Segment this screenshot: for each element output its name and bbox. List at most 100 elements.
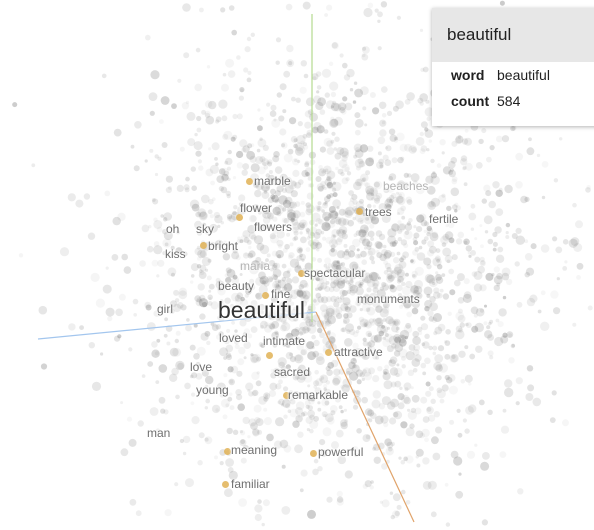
embedding-point[interactable] (338, 405, 343, 410)
embedding-point[interactable] (204, 110, 211, 117)
embedding-point[interactable] (411, 274, 416, 278)
embedding-point[interactable] (354, 348, 364, 358)
embedding-point[interactable] (153, 217, 158, 222)
embedding-point[interactable] (378, 330, 385, 337)
embedding-point[interactable] (335, 238, 343, 246)
embedding-point[interactable] (301, 170, 309, 178)
embedding-point[interactable] (525, 267, 535, 276)
embedding-point[interactable] (229, 379, 234, 384)
embedding-point[interactable] (206, 275, 212, 281)
embedding-point[interactable] (377, 11, 383, 18)
embedding-point[interactable] (270, 368, 275, 373)
embedding-point[interactable] (352, 100, 357, 104)
embedding-point[interactable] (342, 96, 348, 102)
embedding-point[interactable] (299, 211, 306, 218)
embedding-point[interactable] (263, 190, 268, 194)
embedding-point[interactable] (231, 29, 237, 36)
embedding-point[interactable] (304, 162, 310, 168)
embedding-point[interactable] (382, 284, 389, 291)
embedding-point[interactable] (415, 137, 425, 146)
embedding-point[interactable] (270, 372, 277, 379)
embedding-point[interactable] (326, 140, 333, 148)
embedding-point[interactable] (319, 146, 326, 153)
embedding-point[interactable] (326, 194, 332, 200)
embedding-point[interactable] (250, 356, 258, 364)
embedding-point[interactable] (408, 218, 413, 223)
embedding-point[interactable] (401, 364, 406, 369)
embedding-point[interactable] (448, 170, 453, 175)
embedding-point[interactable] (216, 175, 225, 184)
embedding-point[interactable] (263, 396, 269, 402)
embedding-point[interactable] (253, 235, 264, 245)
embedding-point[interactable] (280, 324, 287, 332)
embedding-point[interactable] (363, 7, 373, 18)
embedding-point[interactable] (380, 295, 386, 301)
embedding-point[interactable] (416, 214, 425, 223)
embedding-point[interactable] (397, 275, 404, 283)
embedding-point[interactable] (153, 241, 160, 247)
embedding-point[interactable] (299, 279, 308, 288)
embedding-point[interactable] (234, 294, 242, 302)
embedding-point[interactable] (413, 240, 419, 246)
embedding-point[interactable] (404, 387, 409, 392)
embedding-point[interactable] (214, 239, 224, 249)
embedding-point[interactable] (505, 278, 513, 286)
embedding-point[interactable] (441, 193, 446, 198)
embedding-point[interactable] (450, 354, 459, 363)
embedding-point[interactable] (150, 70, 160, 80)
embedding-point[interactable] (433, 411, 440, 418)
embedding-point[interactable] (255, 156, 264, 164)
embedding-point[interactable] (317, 296, 325, 303)
embedding-point[interactable] (311, 297, 320, 306)
embedding-point[interactable] (145, 304, 152, 311)
embedding-point[interactable] (466, 450, 476, 459)
embedding-point[interactable] (204, 112, 211, 119)
embedding-point[interactable] (343, 74, 351, 81)
embedding-point[interactable] (411, 300, 420, 309)
embedding-point[interactable] (424, 300, 433, 309)
embedding-point[interactable] (236, 113, 243, 120)
embedding-point[interactable] (283, 414, 288, 419)
embedding-point[interactable] (261, 262, 267, 269)
embedding-point[interactable] (339, 289, 347, 297)
embedding-point[interactable] (338, 225, 348, 235)
embedding-point[interactable] (382, 154, 389, 161)
embedding-point[interactable] (426, 227, 434, 235)
embedding-point[interactable] (200, 332, 209, 341)
embedding-point[interactable] (562, 266, 568, 271)
embedding-point[interactable] (126, 416, 133, 422)
embedding-point[interactable] (267, 212, 274, 220)
embedding-point[interactable] (349, 272, 357, 280)
embedding-point[interactable] (293, 306, 297, 311)
embedding-point[interactable] (502, 332, 508, 338)
embedding-point[interactable] (367, 145, 374, 152)
embedding-point[interactable] (253, 181, 260, 187)
embedding-point[interactable] (293, 138, 298, 143)
embedding-point[interactable] (409, 258, 416, 265)
embedding-point[interactable] (165, 186, 172, 194)
embedding-point[interactable] (405, 280, 413, 289)
embedding-point[interactable] (331, 131, 336, 136)
embedding-point[interactable] (369, 187, 379, 196)
embedding-point[interactable] (342, 62, 348, 69)
embedding-point[interactable] (363, 354, 367, 359)
embedding-point[interactable] (287, 268, 292, 273)
embedding-point[interactable] (226, 269, 236, 278)
embedding-point[interactable] (359, 281, 364, 286)
embedding-point[interactable] (289, 390, 294, 395)
embedding-point[interactable] (307, 409, 315, 418)
embedding-point[interactable] (270, 194, 276, 200)
embedding-point[interactable] (304, 262, 313, 271)
embedding-point[interactable] (325, 281, 330, 285)
embedding-point[interactable] (383, 260, 388, 266)
embedding-point[interactable] (340, 419, 348, 427)
embedding-point[interactable] (332, 192, 338, 198)
embedding-point[interactable] (426, 406, 434, 415)
embedding-point[interactable] (431, 231, 439, 239)
embedding-point[interactable] (309, 428, 314, 434)
embedding-point[interactable] (354, 158, 365, 169)
embedding-point[interactable] (381, 396, 391, 406)
embedding-point[interactable] (526, 297, 536, 307)
embedding-point[interactable] (191, 392, 196, 397)
embedding-point[interactable] (153, 310, 161, 317)
